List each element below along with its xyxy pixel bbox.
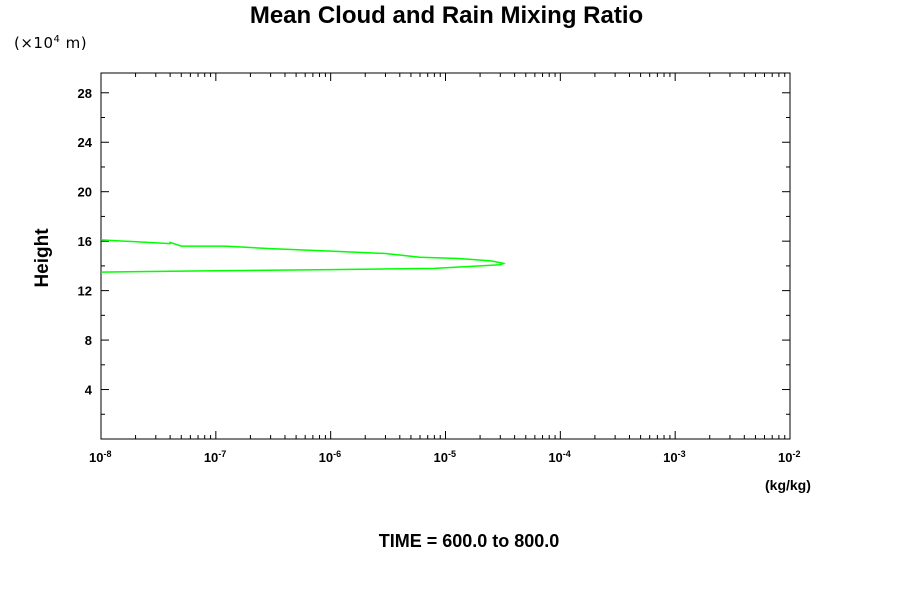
y-tick-label: 24 — [78, 135, 93, 150]
y-unit-prefix: (×10 — [14, 34, 54, 52]
y-tick-label: 28 — [78, 86, 92, 101]
tick-marks — [100, 73, 791, 439]
y-unit-exponent: 4 — [53, 34, 61, 45]
y-tick-label: 20 — [78, 185, 92, 200]
x-axis-unit: (kg/kg) — [765, 477, 811, 493]
x-tick-label: 10-2 — [778, 449, 800, 465]
y-tick-label: 8 — [85, 333, 92, 348]
y-tick-label: 16 — [78, 234, 92, 249]
x-tick-label: 10-7 — [204, 449, 226, 465]
x-tick-label: 10-6 — [319, 449, 341, 465]
x-tick-label: 10-4 — [548, 449, 570, 465]
y-tick-label: 4 — [85, 383, 93, 398]
y-unit-suffix: m) — [60, 34, 88, 52]
x-tick-label: 10-8 — [89, 449, 111, 465]
y-tick-label: 12 — [78, 284, 92, 299]
x-tick-labels: 10-8 10-7 10-6 10-5 10-4 10-3 10-2 — [89, 449, 800, 465]
data-series-line — [100, 239, 507, 273]
time-range-footer: TIME = 600.0 to 800.0 — [378, 531, 560, 551]
chart-title: Mean Cloud and Rain Mixing Ratio — [249, 2, 644, 29]
y-axis-unit: (×104 m) — [14, 34, 87, 52]
x-tick-label: 10-3 — [663, 449, 685, 465]
x-tick-label: 10-5 — [434, 449, 456, 465]
y-tick-labels: 4 8 12 16 20 24 28 — [78, 86, 93, 398]
plot-frame — [100, 72, 791, 440]
